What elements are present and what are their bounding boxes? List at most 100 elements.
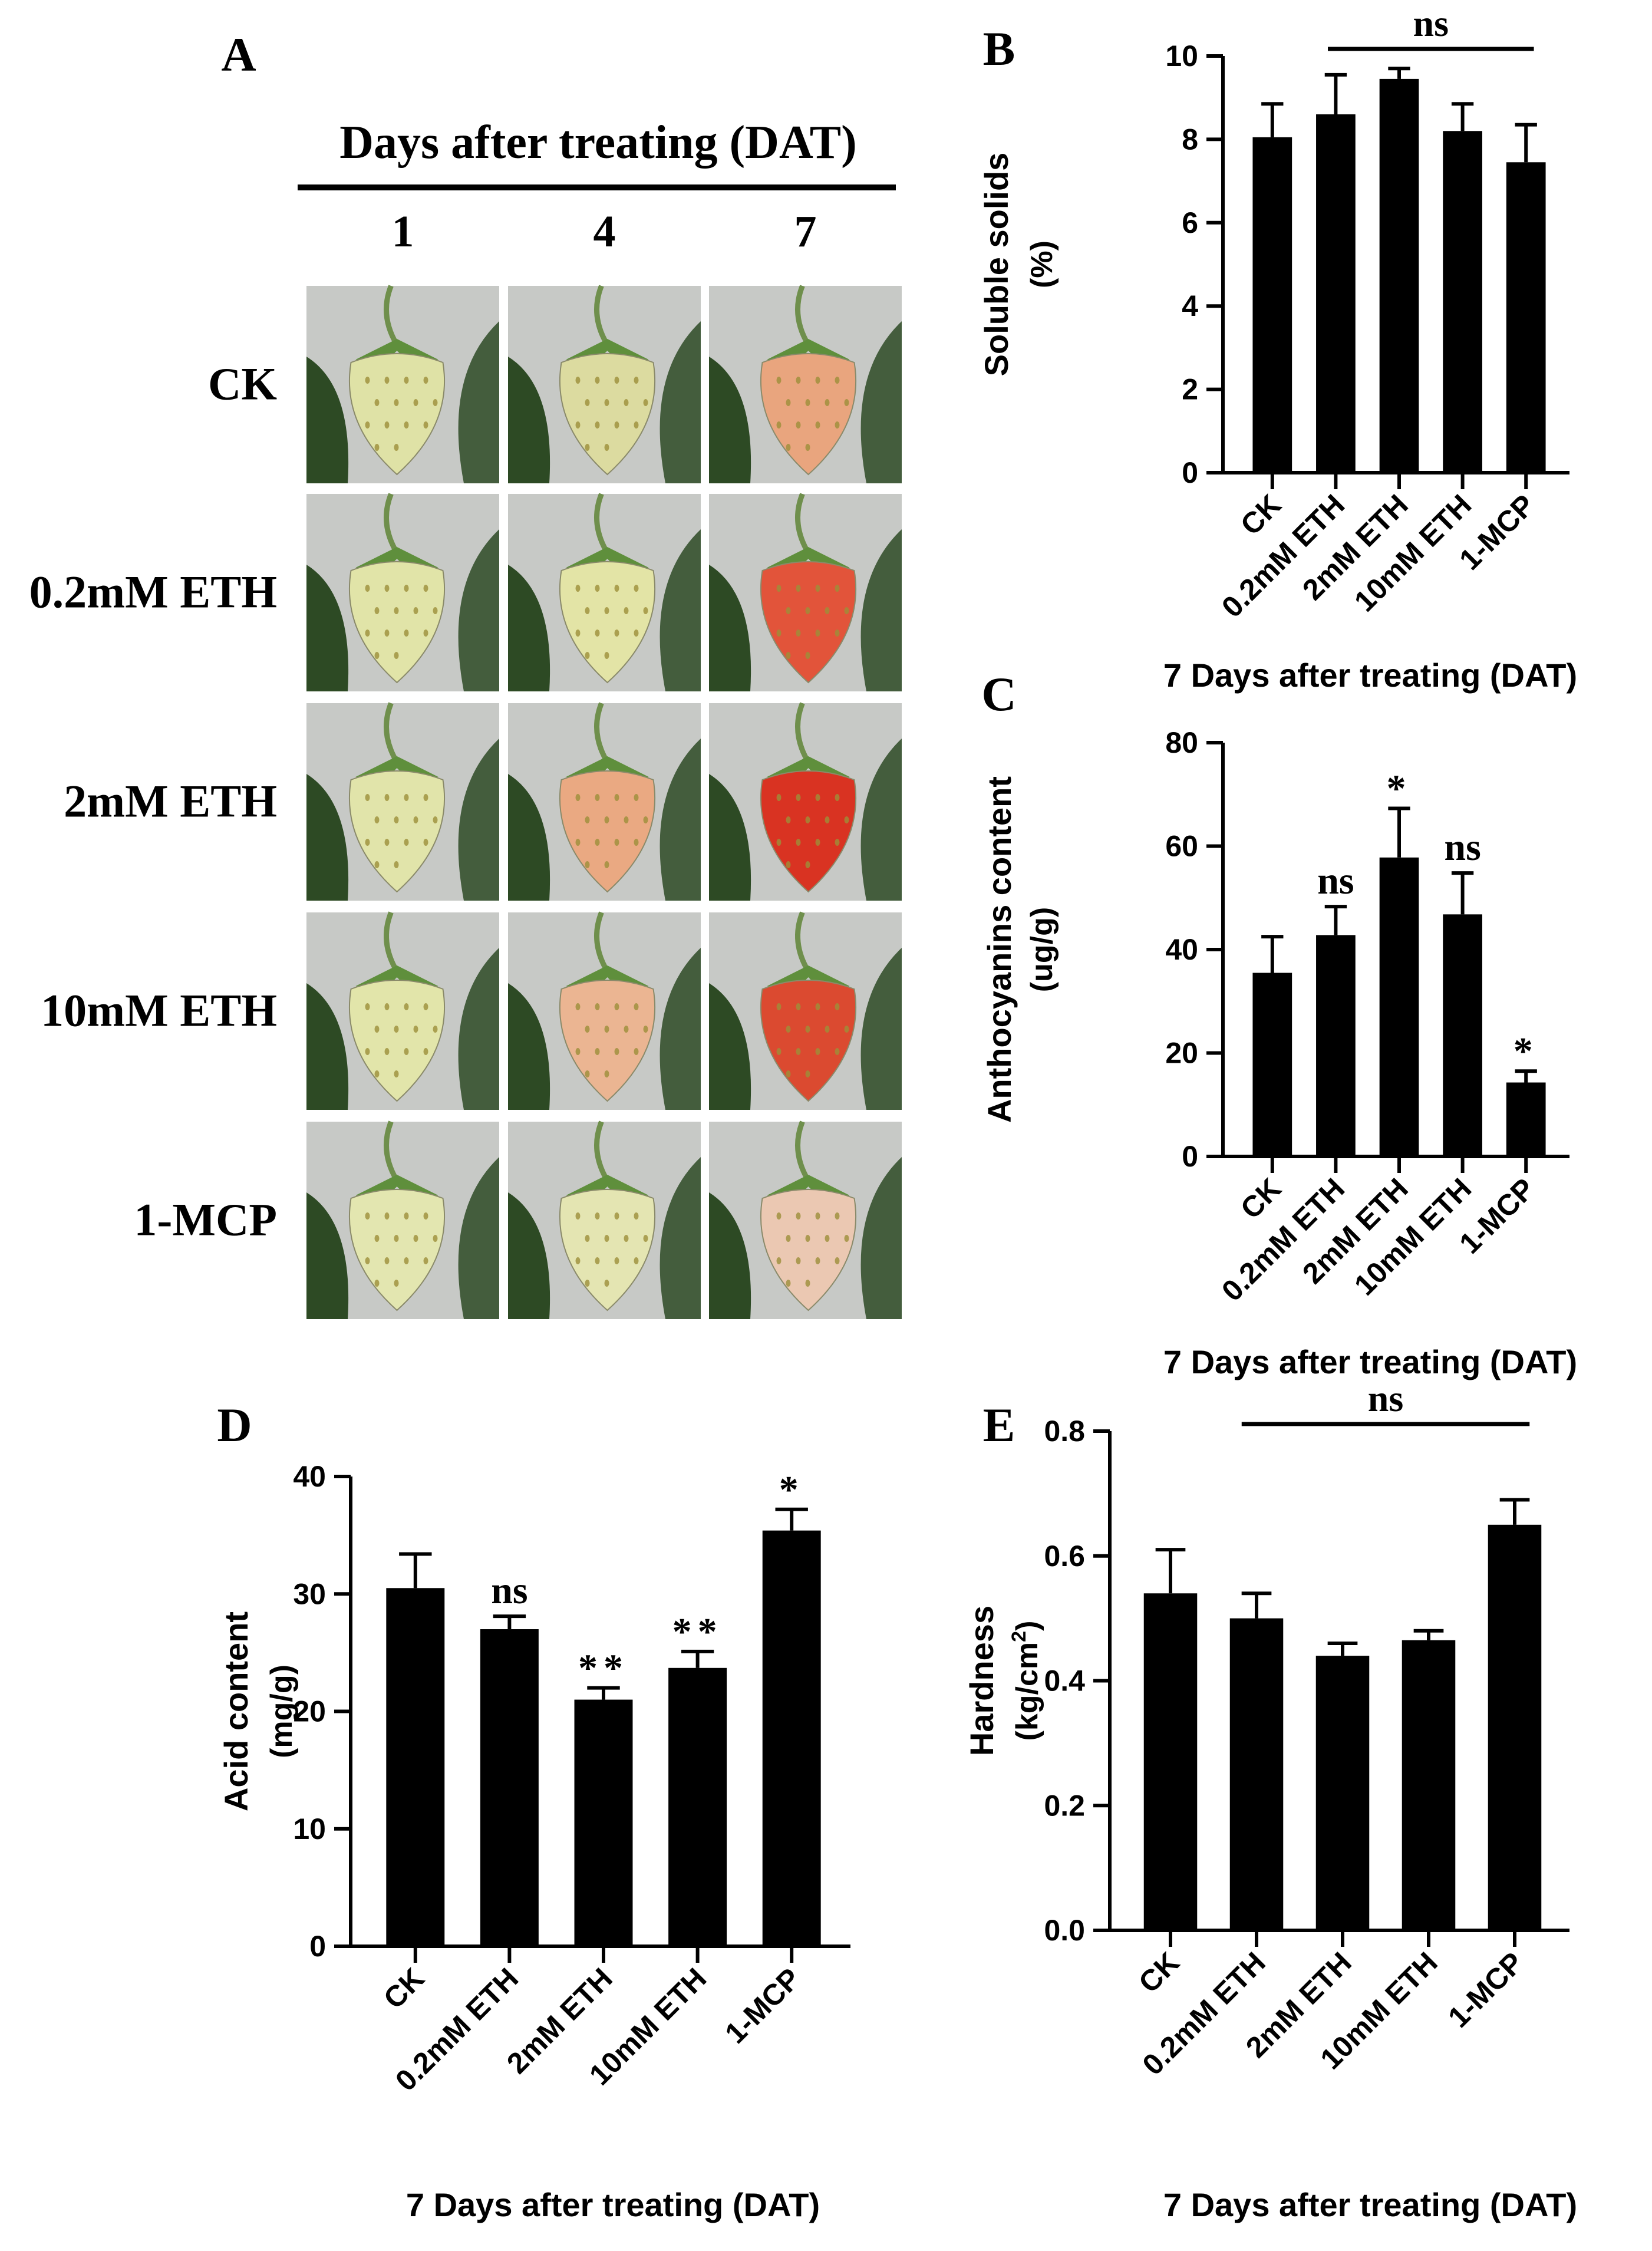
strawberry-photo-r0-c1 [508, 285, 701, 483]
bar-4 [1488, 1524, 1542, 1930]
seed-dot [374, 816, 380, 823]
y-tick-label: 10 [293, 1812, 326, 1845]
day-label-1: 1 [392, 207, 414, 256]
seed-dot [585, 861, 590, 868]
leaf-shape [458, 1157, 499, 1319]
y-axis-unit-text: (ug/g) [1025, 907, 1059, 992]
y-tick-label: 0.0 [1044, 1914, 1085, 1947]
bar-0 [1252, 137, 1292, 473]
stem-line [384, 911, 400, 973]
seed-dot [404, 1257, 409, 1264]
seed-dot [815, 630, 820, 637]
bar-0 [386, 1588, 445, 1946]
seed-dot [815, 1257, 820, 1264]
seed-dot [643, 816, 648, 823]
leaf-shape [306, 357, 349, 483]
seed-dot [374, 1235, 380, 1242]
seed-dot [394, 399, 399, 406]
y-axis-title: Anthocyanins content [981, 776, 1018, 1123]
leaf-shape [508, 983, 550, 1110]
x-tick-label: CK [1234, 488, 1288, 542]
bar-2 [1379, 78, 1419, 473]
y-axis-unit: (ug/g) [1025, 907, 1059, 992]
bar-2 [1379, 857, 1419, 1156]
leaf-shape [709, 565, 751, 691]
seed-dot [624, 607, 629, 614]
row-label-1: 0.2mM ETH [29, 566, 277, 618]
x-tick-label: CK [1132, 1946, 1186, 1999]
seed-dot [384, 1212, 390, 1220]
seed-dot [404, 630, 409, 637]
seed-dot [585, 1026, 590, 1033]
y-axis-unit-text: (%) [1025, 240, 1059, 288]
seed-dot [844, 1235, 849, 1242]
seed-dot [776, 1048, 782, 1055]
seed-dot [815, 421, 820, 429]
seed-dot [374, 1026, 380, 1033]
y-axis-title: Acid content [217, 1611, 255, 1811]
seed-dot [835, 630, 840, 637]
seed-dot [384, 421, 390, 429]
seed-dot [796, 839, 801, 846]
seed-dot [604, 861, 609, 868]
seed-dot [575, 794, 581, 801]
x-axis-title: 7 Days after treating (DAT) [1163, 2186, 1577, 2223]
seed-dot [394, 1235, 399, 1242]
seed-dot [844, 1026, 849, 1033]
leaf-shape [458, 739, 499, 901]
y-axis-unit-superscript: 2 [1008, 1631, 1030, 1642]
seed-dot [575, 585, 581, 592]
seed-dot [805, 607, 810, 614]
bar-1 [1316, 935, 1356, 1156]
leaf-shape [306, 983, 349, 1110]
panel-letter: E [983, 1398, 1015, 1452]
y-tick-label: 20 [1165, 1037, 1198, 1070]
y-axis-unit: (mg/g) [265, 1665, 299, 1758]
leaf-shape [306, 774, 349, 901]
bar-4 [1506, 1082, 1546, 1156]
y-tick-label: 2 [1182, 373, 1198, 406]
seed-dot [835, 839, 840, 846]
seed-dot [404, 794, 409, 801]
seed-dot [815, 1212, 820, 1220]
strawberry-photo-r2-c0 [306, 702, 499, 901]
seed-dot [805, 399, 810, 406]
significance-label-3: ns [1444, 826, 1480, 869]
seed-dot [595, 1048, 600, 1055]
seed-dot [374, 861, 380, 868]
leaf-shape [660, 948, 701, 1110]
strawberry-photo-r4-c1 [508, 1120, 701, 1319]
y-axis-title: Soluble solids [978, 153, 1015, 377]
seed-dot [423, 421, 428, 429]
seed-dot [413, 399, 418, 406]
seed-dot [643, 1235, 648, 1242]
seed-dot [835, 1212, 840, 1220]
seed-dot [614, 630, 619, 637]
leaf-shape [709, 1192, 751, 1319]
seed-dot [404, 421, 409, 429]
seed-dot [844, 399, 849, 406]
seed-dot [835, 585, 840, 592]
seed-dot [634, 1048, 639, 1055]
seed-dot [595, 839, 600, 846]
leaf-shape [508, 774, 550, 901]
seed-dot [796, 1212, 801, 1220]
seed-dot [796, 421, 801, 429]
days-header: Days after treating (DAT) [339, 117, 857, 169]
y-tick-label: 60 [1165, 830, 1198, 863]
seed-dot [423, 1212, 428, 1220]
seed-dot [786, 652, 791, 659]
stem-line [594, 285, 610, 347]
strawberry-photo-r3-c0 [306, 911, 499, 1110]
seed-dot [365, 630, 370, 637]
stem-line [795, 702, 811, 764]
seed-dot [844, 607, 849, 614]
seed-dot [575, 1003, 581, 1010]
leaf-shape [709, 983, 751, 1110]
seed-dot [776, 1257, 782, 1264]
seed-dot [413, 816, 418, 823]
seed-dot [796, 1003, 801, 1010]
seed-dot [575, 1048, 581, 1055]
leaf-shape [458, 321, 499, 483]
